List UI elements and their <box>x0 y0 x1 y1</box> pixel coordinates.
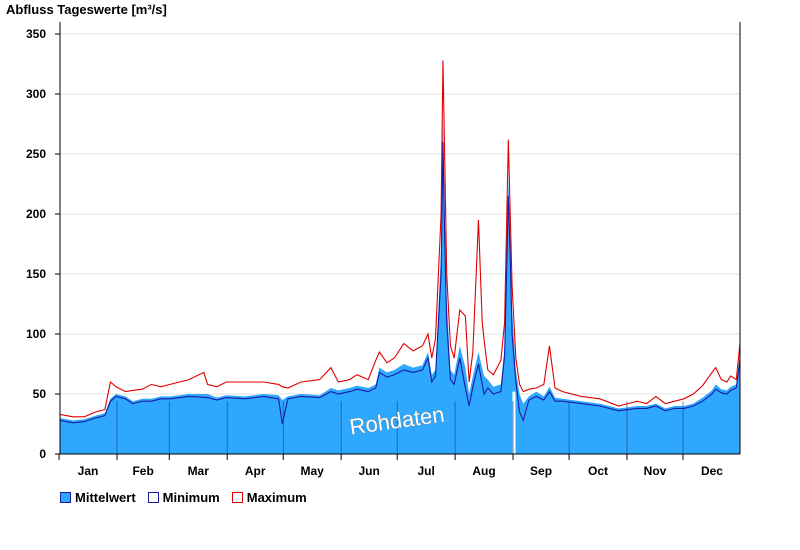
tick-label-month-mar: Mar <box>188 464 210 478</box>
tick-labels: 0 50 100 150 200 250 300 350 Jan Feb Mar Apr May Jun J… <box>26 27 723 478</box>
legend-item-minimum: Minimum <box>147 490 220 505</box>
legend-swatch-maximum <box>231 492 243 503</box>
legend-label-mittelwert: Mittelwert <box>75 490 136 505</box>
legend: Mittelwert Minimum Maximum <box>60 490 307 505</box>
tick-label-y-150: 150 <box>26 267 46 281</box>
legend-label-maximum: Maximum <box>246 490 307 505</box>
tick-label-month-dec: Dec <box>701 464 723 478</box>
series-lines <box>59 60 741 425</box>
tick-label-month-jan: Jan <box>78 464 99 478</box>
tick-label-y-300: 300 <box>26 87 46 101</box>
legend-swatch-mittelwert <box>60 492 71 503</box>
tick-label-y-350: 350 <box>26 27 46 41</box>
area-mittelwert <box>60 118 740 454</box>
tick-label-y-100: 100 <box>26 327 46 341</box>
tick-label-month-nov: Nov <box>644 464 667 478</box>
tick-label-y-50: 50 <box>33 387 47 401</box>
tick-label-y-200: 200 <box>26 207 46 221</box>
legend-swatch-minimum <box>147 492 159 503</box>
area-layer <box>60 118 740 454</box>
tick-label-y-0: 0 <box>39 447 46 461</box>
data-gap <box>512 391 516 454</box>
tick-label-month-feb: Feb <box>132 464 153 478</box>
axes <box>55 22 741 460</box>
grid-lines <box>60 33 740 395</box>
tick-label-month-aug: Aug <box>472 464 495 478</box>
legend-item-maximum: Maximum <box>231 490 307 505</box>
tick-label-month-oct: Oct <box>588 464 608 478</box>
legend-item-mittelwert: Mittelwert <box>60 490 136 505</box>
tick-label-month-sep: Sep <box>530 464 552 478</box>
tick-label-month-apr: Apr <box>245 464 266 478</box>
chart-title: Abfluss Tageswerte [m³/s] <box>6 2 167 17</box>
line-minimum <box>59 141 741 425</box>
line-maximum <box>59 60 741 418</box>
tick-label-y-250: 250 <box>26 147 46 161</box>
tick-label-month-jul: Jul <box>417 464 434 478</box>
tick-label-month-may: May <box>301 464 325 478</box>
legend-label-minimum: Minimum <box>162 490 220 505</box>
tick-label-month-jun: Jun <box>359 464 380 478</box>
